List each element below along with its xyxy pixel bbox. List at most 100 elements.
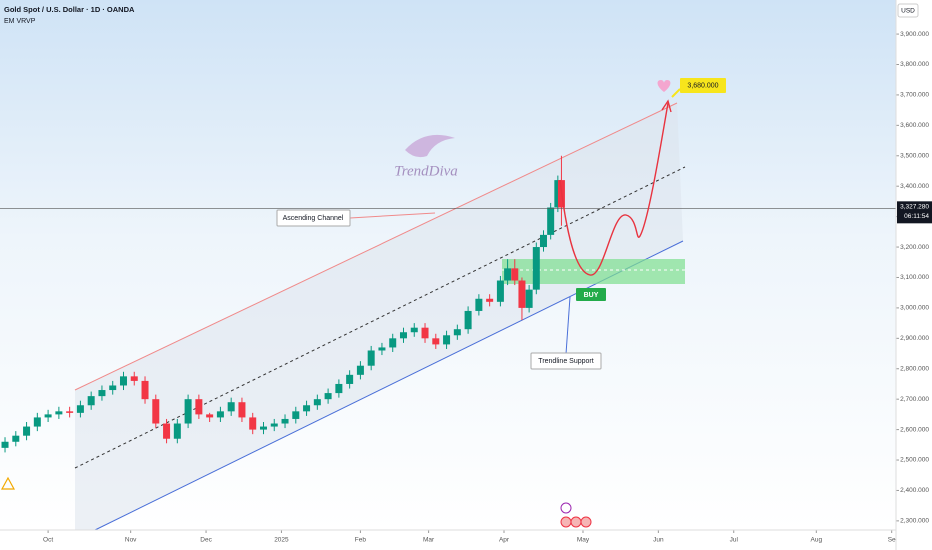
buy-label: BUY bbox=[584, 292, 599, 299]
candle-body bbox=[66, 411, 74, 413]
support-label: Trendline Support bbox=[538, 358, 593, 365]
countdown-label: 06:11:54 bbox=[904, 213, 929, 220]
candle-body bbox=[511, 268, 519, 281]
x-tick-label: Se bbox=[888, 537, 896, 544]
candle-body bbox=[504, 268, 512, 281]
y-tick-label: 3,700.000 bbox=[900, 92, 929, 99]
candle-body bbox=[55, 411, 63, 415]
x-tick-label: May bbox=[577, 537, 590, 544]
price-axis bbox=[896, 0, 932, 550]
candle-body bbox=[453, 329, 461, 336]
candle-body bbox=[87, 396, 95, 406]
candle-body bbox=[432, 338, 440, 345]
channel-mid bbox=[74, 166, 686, 469]
candle-body bbox=[44, 414, 52, 418]
currency-box bbox=[897, 3, 919, 18]
candle-body bbox=[141, 380, 149, 400]
candle-body bbox=[249, 417, 257, 430]
candle-body bbox=[518, 280, 526, 308]
candle-body bbox=[206, 414, 214, 418]
price-badge bbox=[897, 201, 932, 224]
target-label: 3,680.000 bbox=[687, 82, 718, 89]
candle-body bbox=[303, 405, 311, 412]
candle-body bbox=[367, 350, 375, 366]
candle-body bbox=[195, 399, 203, 415]
candle-body bbox=[130, 376, 138, 381]
candle-body bbox=[216, 411, 224, 418]
candle-body bbox=[109, 385, 117, 391]
channel-callout bbox=[276, 209, 351, 227]
y-tick-label: 2,600.000 bbox=[900, 426, 929, 433]
candle-body bbox=[410, 327, 418, 333]
x-tick-label: Nov bbox=[125, 537, 137, 544]
y-tick-label: 2,900.000 bbox=[900, 335, 929, 342]
x-tick-label: Aug bbox=[811, 537, 823, 544]
support-callout bbox=[530, 352, 602, 370]
projection-path bbox=[559, 102, 669, 276]
candle-body bbox=[227, 402, 235, 412]
candle-body bbox=[173, 423, 181, 439]
y-tick-label: 3,900.000 bbox=[900, 31, 929, 38]
buy-badge bbox=[576, 288, 606, 301]
candle-body bbox=[378, 347, 386, 351]
channel-callout-line bbox=[349, 212, 436, 219]
candle-body bbox=[335, 383, 343, 394]
candle-body bbox=[421, 327, 429, 339]
x-tick-label: Feb bbox=[355, 537, 367, 544]
candle-body bbox=[1, 441, 9, 448]
event-icon bbox=[560, 516, 572, 528]
y-tick-label: 3,200.000 bbox=[900, 244, 929, 251]
candle-body bbox=[292, 411, 300, 419]
x-tick-label: Mar bbox=[423, 537, 435, 544]
candle-body bbox=[496, 280, 504, 302]
plot: 3,680.000 bbox=[0, 78, 896, 453]
x-tick-label: Jun bbox=[653, 537, 664, 544]
candle-body bbox=[486, 298, 494, 302]
candle-body bbox=[313, 399, 321, 406]
candle-body bbox=[76, 405, 84, 413]
y-tick-label: 3,400.000 bbox=[900, 183, 929, 190]
candle-body bbox=[475, 298, 483, 311]
event-icon bbox=[580, 516, 592, 528]
candle-body bbox=[270, 423, 278, 427]
y-tick-label: 2,700.000 bbox=[900, 396, 929, 403]
indicator-name: EM VRVP bbox=[4, 18, 36, 25]
candle-body bbox=[119, 376, 127, 386]
candle-body bbox=[346, 374, 354, 384]
y-tick-label: 2,400.000 bbox=[900, 487, 929, 494]
x-tick-label: Dec bbox=[200, 537, 212, 544]
price-badge-label: 3,327.280 bbox=[900, 204, 929, 211]
x-tick-label: Oct bbox=[43, 537, 53, 544]
y-tick-label: 3,600.000 bbox=[900, 122, 929, 129]
candle-body bbox=[12, 435, 20, 442]
heart-icon bbox=[657, 80, 671, 92]
target-pointer bbox=[671, 88, 681, 98]
x-tick-label: 2025 bbox=[274, 537, 289, 544]
y-tick-label: 3,100.000 bbox=[900, 274, 929, 281]
channel-upper bbox=[74, 102, 678, 391]
candle-body bbox=[525, 289, 533, 308]
watermark: TrendDiva bbox=[394, 134, 458, 179]
y-tick-label: 2,500.000 bbox=[900, 457, 929, 464]
candle-body bbox=[23, 426, 31, 436]
candle-body bbox=[259, 426, 267, 430]
channel-fill bbox=[75, 103, 683, 530]
candle-body bbox=[238, 402, 246, 418]
candle-body bbox=[539, 234, 547, 248]
candle-body bbox=[356, 365, 364, 375]
candle-body bbox=[532, 247, 540, 290]
candle-body bbox=[464, 310, 472, 330]
chart-title: Gold Spot / U.S. Dollar · 1D · OANDA bbox=[4, 5, 135, 14]
candle-body bbox=[98, 390, 106, 397]
candle-body bbox=[547, 207, 555, 235]
candle-body bbox=[152, 399, 160, 424]
event-icon bbox=[570, 516, 582, 528]
candle-body bbox=[324, 393, 332, 400]
buy-zone bbox=[502, 259, 685, 284]
y-tick-label: 2,300.000 bbox=[900, 518, 929, 525]
y-tick-label: 3,000.000 bbox=[900, 305, 929, 312]
candle-body bbox=[554, 180, 562, 208]
